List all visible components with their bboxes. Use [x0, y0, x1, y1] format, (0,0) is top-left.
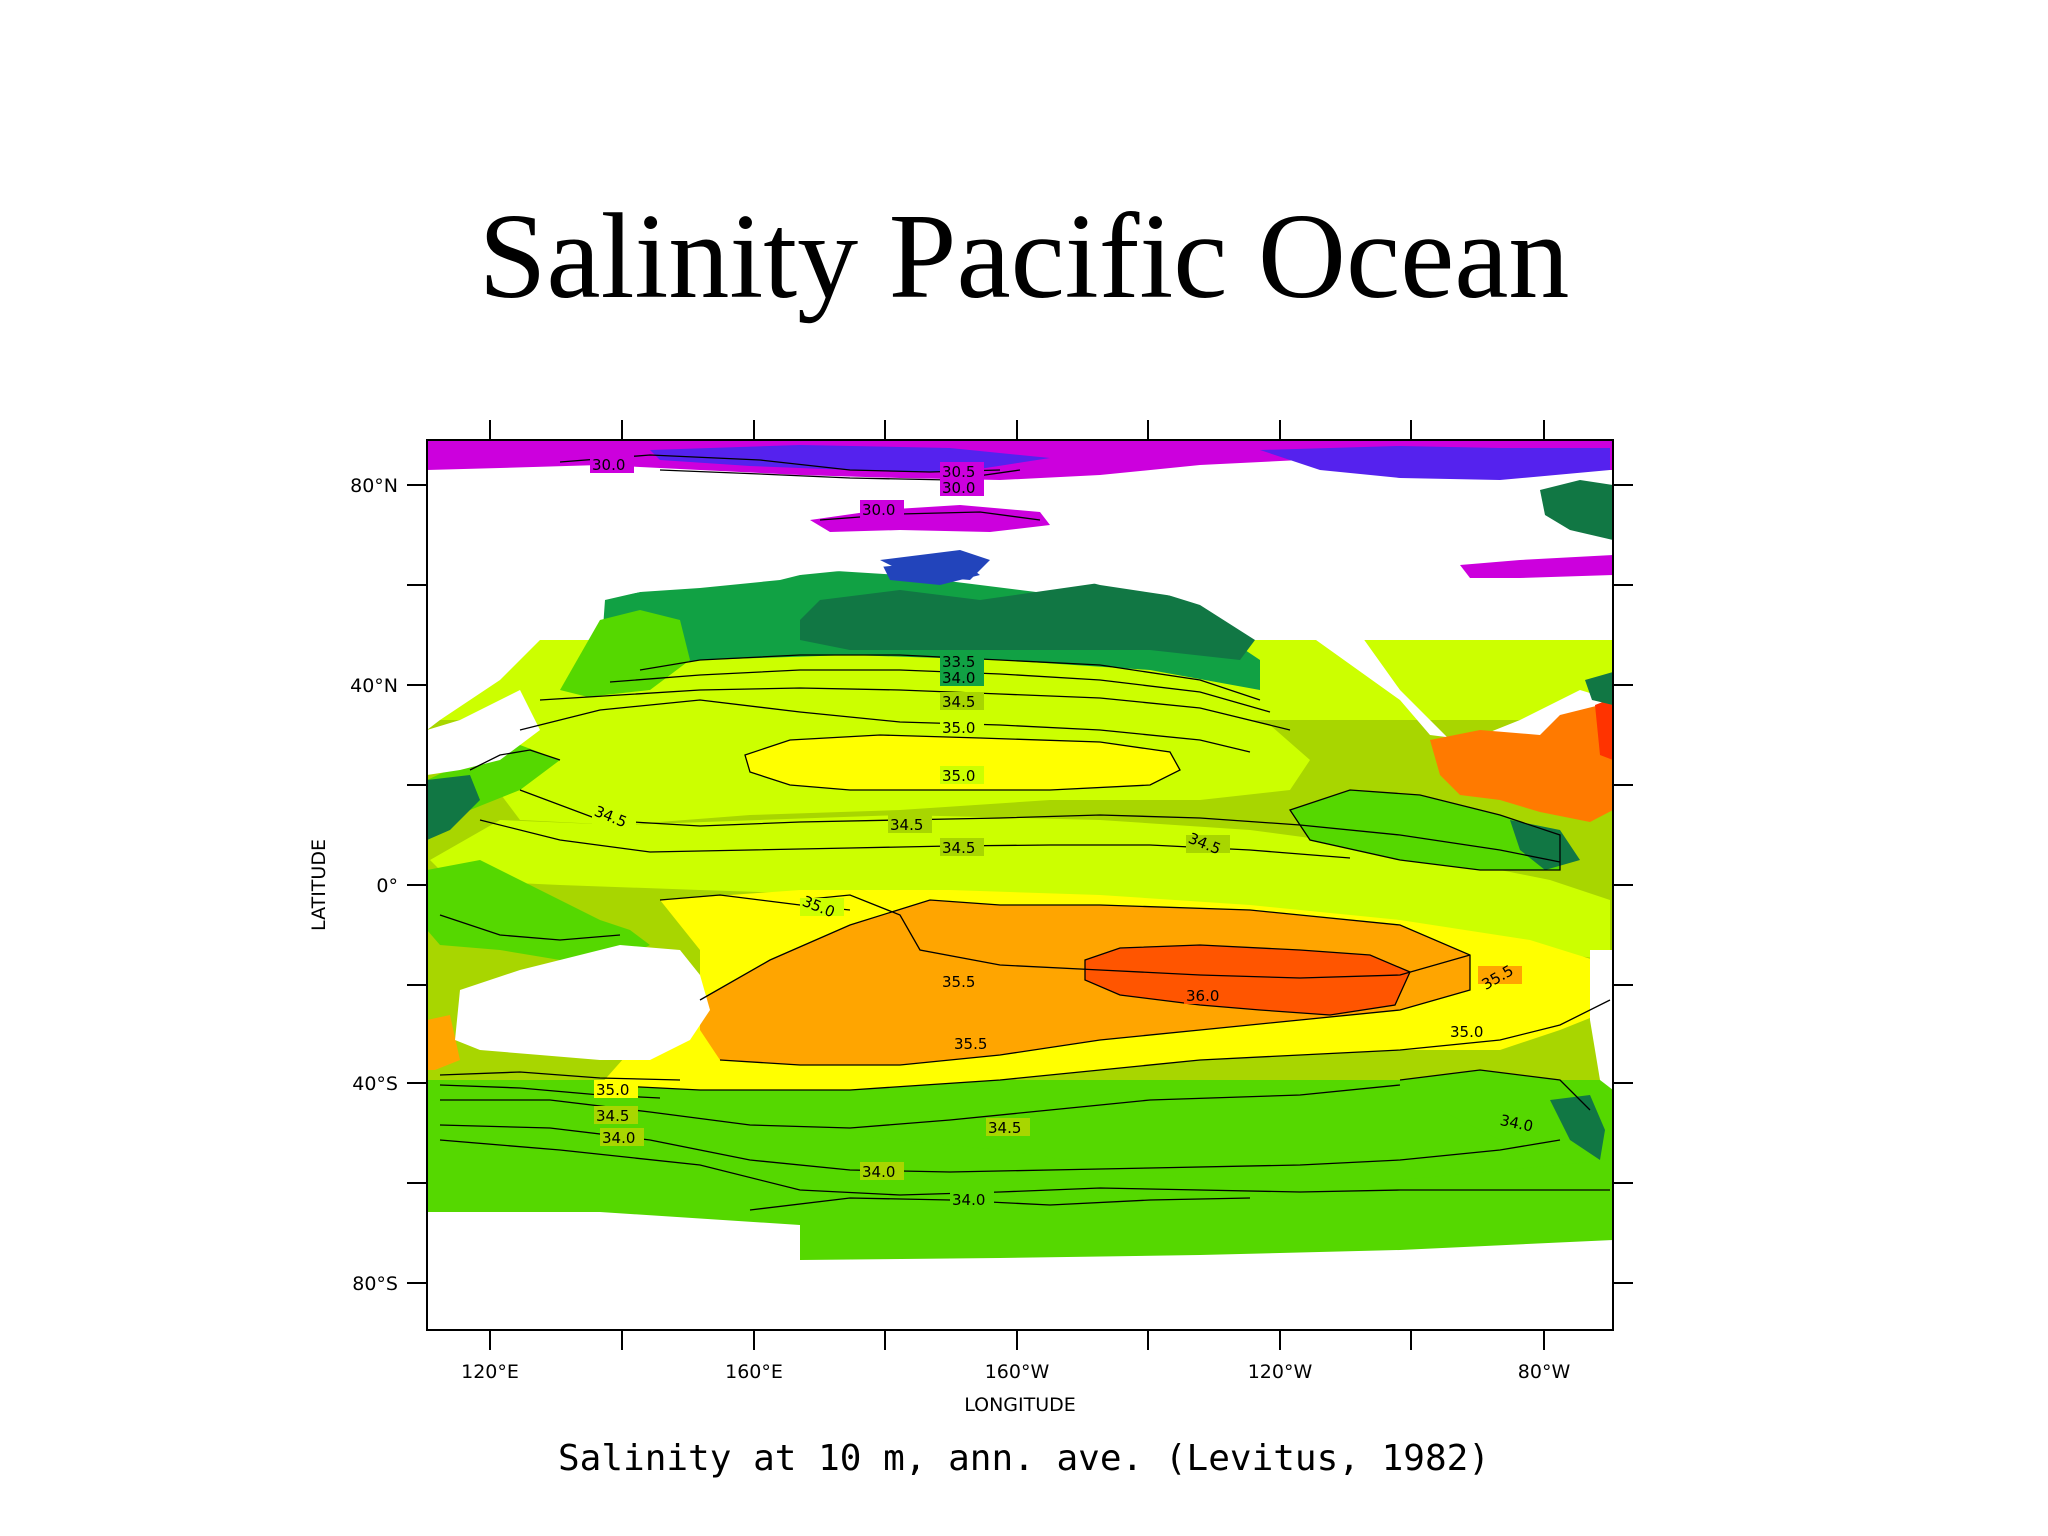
- x-tick-label: 120°E: [461, 1361, 519, 1383]
- contour-label: 30.5: [942, 463, 975, 481]
- contour-label: 30.0: [592, 456, 625, 474]
- y-tick-label: 0°: [376, 875, 398, 897]
- field-west-australia: [427, 1015, 460, 1070]
- contour-label: 34.0: [952, 1191, 985, 1209]
- contour-36-0: [1084, 944, 1411, 1016]
- contour-label: 35.0: [942, 719, 975, 737]
- land-australia: [455, 945, 710, 1060]
- field-equatorial-central: [430, 815, 1610, 960]
- contour-label: 33.5: [942, 653, 975, 671]
- land-mask: [427, 470, 1613, 1330]
- arctic-fields: [427, 440, 1613, 580]
- field-caribbean-dark: [1585, 672, 1613, 705]
- land-arctic: [427, 470, 1613, 730]
- figure-caption: Salinity at 10 m, ann. ave. (Levitus, 19…: [558, 1438, 1490, 1479]
- caribbean-fields: [1430, 672, 1613, 822]
- contour-label: 34.5: [890, 816, 923, 834]
- contour-chile: [1399, 1069, 1591, 1111]
- x-tick-label: 120°W: [1248, 1361, 1313, 1383]
- y-tick-label: 80°S: [352, 1273, 398, 1295]
- contour-label: 35.0: [596, 1081, 629, 1099]
- x-tick-label: 160°W: [985, 1361, 1050, 1383]
- contour-label: 35.0: [1450, 1023, 1483, 1041]
- contour-34-5-mid: [519, 789, 1561, 863]
- contour-label: 34.5: [942, 839, 975, 857]
- contour-label: 34.5: [942, 693, 975, 711]
- salinity-fields: [427, 560, 1613, 1270]
- field-nsubtrop-core: [745, 735, 1180, 790]
- x-tick-label: 160°E: [725, 1361, 783, 1383]
- contour-label: 34.5: [988, 1119, 1021, 1137]
- contour-35-0-south: [599, 999, 1611, 1091]
- contour-label: 36.0: [1186, 987, 1219, 1005]
- contour-label: 30.0: [862, 501, 895, 519]
- contour-34-0-southern: [439, 1139, 1610, 1196]
- contour-34-5-north: [539, 687, 1291, 731]
- contour-australia-south: [439, 1071, 681, 1081]
- contour-35-0-equator: [799, 894, 1471, 979]
- contour-west-pacific: [469, 749, 561, 771]
- contour-label: 34.0: [942, 669, 975, 687]
- field-hudson-magenta: [1460, 555, 1613, 578]
- contour-label: 34.0: [862, 1163, 895, 1181]
- land-asia: [427, 690, 540, 775]
- contour-35-0-north: [519, 699, 1251, 753]
- field-gulf-orange: [1430, 705, 1613, 822]
- tick-marks: [407, 420, 1633, 1350]
- contour-35-5-gyre: [744, 734, 1181, 791]
- slide-title: Salinity Pacific Ocean: [478, 189, 1570, 324]
- field-north-pacific-dark: [800, 580, 1255, 660]
- land-south-america: [1590, 950, 1613, 1090]
- field-kamchatka: [560, 610, 690, 700]
- field-philippines-dark: [427, 775, 480, 840]
- contour-label: 34.5: [596, 1107, 629, 1125]
- contour-label: 35.5: [954, 1035, 987, 1053]
- field-hudson-dark: [1540, 480, 1613, 540]
- field-chile-dark: [1550, 1095, 1605, 1160]
- contour-label: 35.5: [942, 973, 975, 991]
- contour-labels: 30.0 30.5 30.0 30.0 33.5 34.0 34.5 35.0 …: [590, 455, 1542, 1209]
- field-chile-green: [1400, 1070, 1590, 1150]
- y-tick-label: 40°S: [352, 1073, 398, 1095]
- x-tick-label: 80°W: [1518, 1361, 1571, 1383]
- contour-indonesia: [439, 914, 621, 941]
- field-gulf-red: [1595, 698, 1613, 760]
- field-ssubtrop-orange: [700, 900, 1470, 1065]
- field-bering-blue: [880, 550, 990, 580]
- field-arctic-blue-east: [1260, 446, 1610, 480]
- contour-label: 30.0: [942, 479, 975, 497]
- x-axis-title: LONGITUDE: [964, 1394, 1076, 1416]
- contour-34-0-far-south: [749, 1197, 1251, 1211]
- field-eastern-pacific-dark: [1510, 820, 1580, 870]
- field-ssubtrop-max: [1085, 945, 1410, 1015]
- field-indonesian-green: [427, 860, 650, 960]
- y-axis-title: LATITUDE: [308, 839, 330, 931]
- contour-eastern-loop: [1288, 789, 1561, 871]
- contour-35-5-south: [699, 899, 1471, 1066]
- contour-label: 34.0: [602, 1129, 635, 1147]
- land-antarctica: [427, 1212, 1613, 1330]
- y-tick-label: 40°N: [350, 675, 398, 697]
- y-tick-label: 80°N: [350, 475, 398, 497]
- contour-label: 35.0: [942, 767, 975, 785]
